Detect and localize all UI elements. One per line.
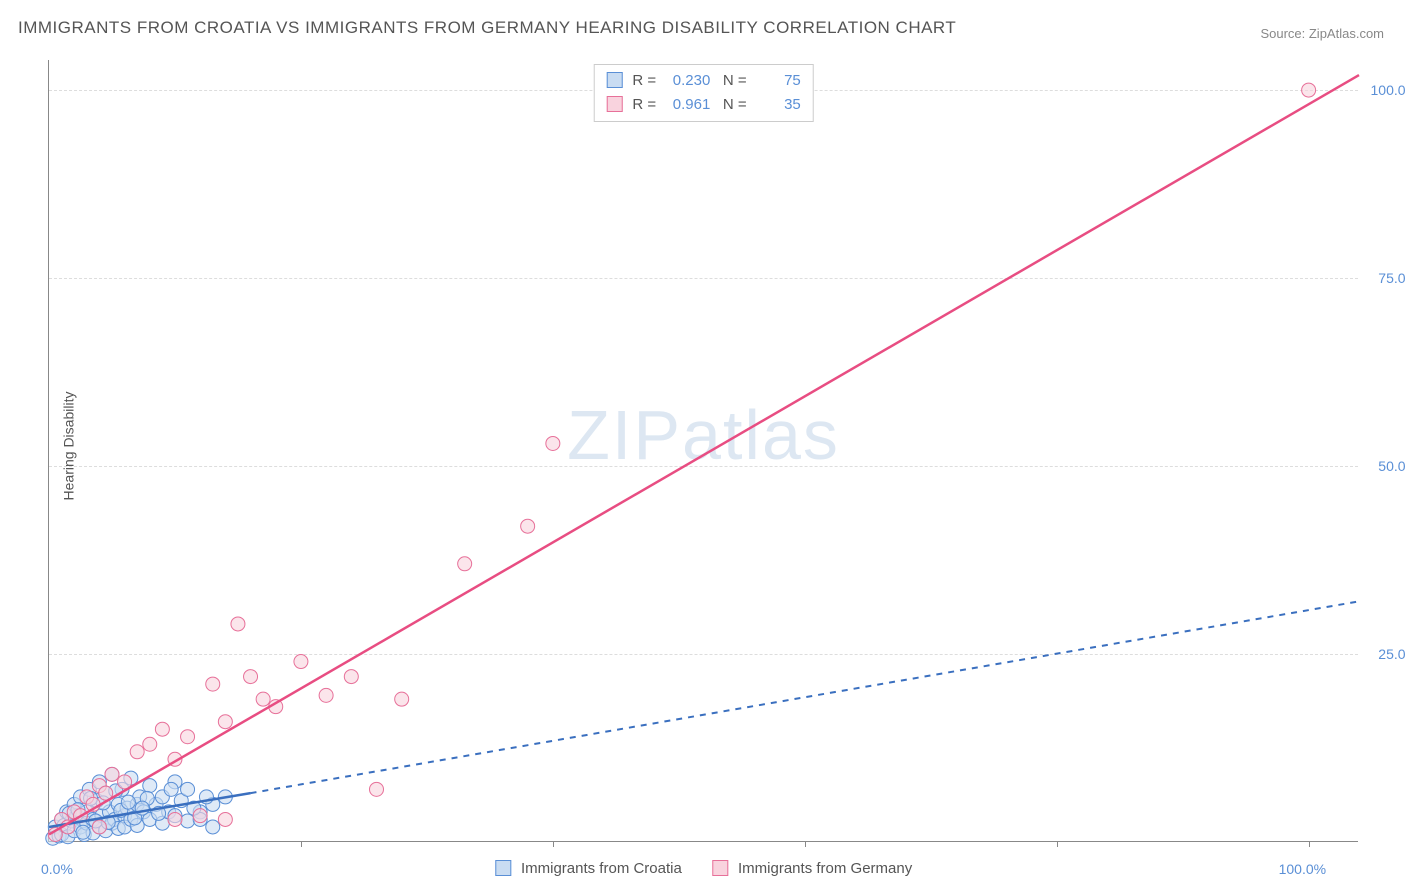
source-label: Source: ZipAtlas.com (1260, 26, 1384, 41)
legend-n-value: 75 (751, 69, 801, 93)
series-legend: Immigrants from Croatia Immigrants from … (495, 860, 912, 877)
legend-swatch-icon (606, 96, 622, 112)
legend-label: Immigrants from Croatia (521, 860, 682, 877)
legend-row: R = 0.230 N = 75 (606, 69, 801, 93)
x-tick-label: 100.0% (1279, 861, 1326, 877)
x-tick-label: 0.0% (41, 861, 73, 877)
y-tick-label: 25.0% (1378, 646, 1406, 662)
legend-swatch-icon (712, 860, 728, 876)
legend-item: Immigrants from Germany (712, 860, 912, 877)
legend-r-value: 0.230 (660, 69, 710, 93)
chart-title: IMMIGRANTS FROM CROATIA VS IMMIGRANTS FR… (18, 18, 956, 38)
legend-label: Immigrants from Germany (738, 860, 912, 877)
correlation-legend: R = 0.230 N = 75 R = 0.961 N = 35 (593, 64, 814, 122)
legend-n-value: 35 (751, 93, 801, 117)
legend-swatch-icon (495, 860, 511, 876)
legend-item: Immigrants from Croatia (495, 860, 682, 877)
legend-swatch-icon (606, 72, 622, 88)
y-tick-label: 75.0% (1378, 270, 1406, 286)
legend-r-value: 0.961 (660, 93, 710, 117)
plot-area: ZIPatlas R = 0.230 N = 75 R = 0.961 N = … (48, 60, 1358, 842)
y-tick-label: 50.0% (1378, 458, 1406, 474)
y-tick-label: 100.0% (1371, 82, 1406, 98)
chart-svg (49, 60, 1358, 841)
legend-row: R = 0.961 N = 35 (606, 93, 801, 117)
